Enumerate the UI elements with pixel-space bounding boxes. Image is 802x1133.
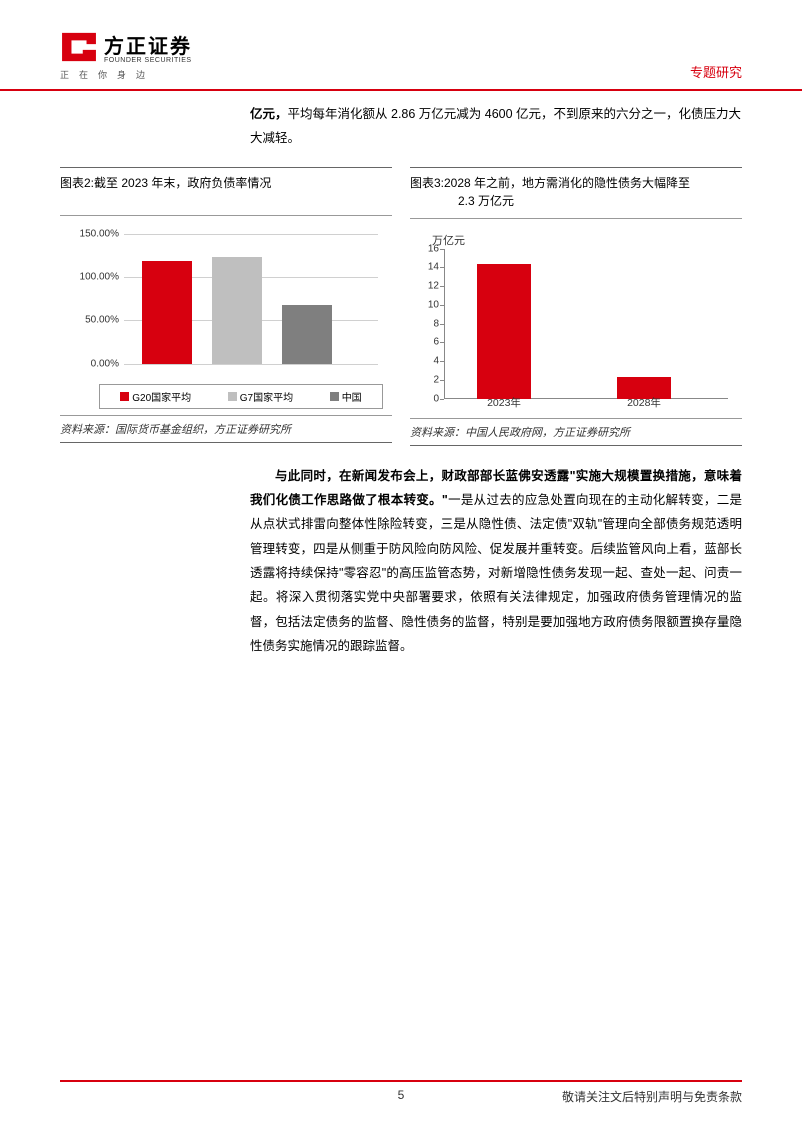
chart3-y-axis [444, 249, 445, 399]
chart3-ytick-label: 8 [414, 318, 439, 329]
doc-category: 专题研究 [690, 62, 742, 81]
body-paragraph: 与此同时，在新闻发布会上，财政部部长蓝佛安透露"实施大规模置换措施，意味着我们化… [0, 446, 802, 659]
intro-bold: 亿元， [250, 107, 288, 121]
chart2-column: 图表2:截至 2023 年末，政府负债率情况 G20国家平均 G7国家平均 中国 0… [60, 167, 392, 446]
chart3-ytick-label: 0 [414, 393, 439, 404]
chart2-bar [282, 305, 332, 363]
chart2-source: 资料来源：国际货币基金组织，方正证券研究所 [60, 415, 392, 443]
chart3-ytick-label: 2 [414, 374, 439, 385]
logo-text-group: 方正证券 FOUNDER SECURITIES [104, 30, 192, 64]
chart3-box: 万亿元 02468101214162023年2028年 [410, 218, 742, 418]
chart3-ytick-label: 10 [414, 299, 439, 310]
legend-swatch-icon [120, 392, 129, 401]
charts-row: 图表2:截至 2023 年末，政府负债率情况 G20国家平均 G7国家平均 中国 0… [0, 157, 802, 446]
chart2-gridline [124, 234, 378, 235]
chart3-column: 图表3:2028 年之前，地方需消化的隐性债务大幅降至 2.3 万亿元 万亿元 … [410, 167, 742, 446]
logo-row: 方正证券 FOUNDER SECURITIES [60, 30, 192, 64]
chart2-gridline [124, 364, 378, 365]
chart2-legend: G20国家平均 G7国家平均 中国 [99, 384, 383, 409]
chart3-xtick-label: 2023年 [487, 395, 521, 410]
chart3-ytick-mark [440, 399, 444, 400]
logo-text-cn: 方正证券 [104, 30, 192, 59]
chart2-plot-area: G20国家平均 G7国家平均 中国 0.00% 50.00% 100.00% 150.00… [64, 224, 388, 411]
chart2-ytick-label: 50.00% [64, 315, 119, 326]
chart2-title: 图表2:截至 2023 年末，政府负债率情况 [60, 167, 392, 215]
chart2-bars-region [124, 234, 378, 364]
legend-swatch-icon [330, 392, 339, 401]
logo-text-en: FOUNDER SECURITIES [104, 57, 192, 64]
chart2-ytick-label: 0.00% [64, 358, 119, 369]
chart2-ytick-label: 150.00% [64, 228, 119, 239]
legend-label: 中国 [342, 389, 362, 404]
legend-swatch-icon [228, 392, 237, 401]
intro-paragraph: 亿元，平均每年消化额从 2.86 万亿元减为 4600 亿元，不到原来的六分之一… [0, 91, 802, 157]
chart2-legend-item: 中国 [330, 389, 362, 404]
chart3-ytick-label: 6 [414, 337, 439, 348]
chart3-ytick-label: 16 [414, 243, 439, 254]
chart2-ytick-label: 100.00% [64, 271, 119, 282]
legend-label: G7国家平均 [240, 389, 293, 404]
legend-label: G20国家平均 [132, 389, 191, 404]
chart2-bar [212, 257, 262, 364]
chart3-xtick-label: 2028年 [627, 395, 661, 410]
intro-rest: 平均每年消化额从 2.86 万亿元减为 4600 亿元，不到原来的六分之一，化债… [250, 107, 741, 145]
chart3-source: 资料来源：中国人民政府网，方正证券研究所 [410, 418, 742, 446]
chart3-plot-area: 万亿元 02468101214162023年2028年 [414, 227, 738, 414]
chart3-ytick-label: 14 [414, 262, 439, 273]
chart3-title: 图表3:2028 年之前，地方需消化的隐性债务大幅降至 2.3 万亿元 [410, 167, 742, 218]
page-header: 方正证券 FOUNDER SECURITIES 正在你身边 专题研究 [0, 0, 802, 91]
chart2-legend-item: G7国家平均 [228, 389, 293, 404]
founder-logo-icon [60, 31, 98, 63]
chart3-bars-region [444, 249, 728, 399]
logo-tagline: 正在你身边 [60, 68, 192, 81]
chart2-legend-item: G20国家平均 [120, 389, 191, 404]
chart2-bar [142, 261, 192, 363]
chart3-title-line2: 2.3 万亿元 [410, 192, 742, 210]
chart3-title-line1: 图表3:2028 年之前，地方需消化的隐性债务大幅降至 [410, 176, 690, 190]
chart3-ytick-label: 4 [414, 356, 439, 367]
logo-block: 方正证券 FOUNDER SECURITIES 正在你身边 [60, 30, 192, 81]
chart3-ytick-label: 12 [414, 281, 439, 292]
page-number: 5 [376, 1088, 426, 1102]
footer-disclaimer: 敬请关注文后特别声明与免责条款 [562, 1088, 742, 1105]
chart3-bar [477, 264, 531, 398]
body-rest: 一是从过去的应急处置向现在的主动化解转变，二是从点状式排雷向整体性除险转变，三是… [250, 493, 742, 653]
chart2-box: G20国家平均 G7国家平均 中国 0.00% 50.00% 100.00% 150.00… [60, 215, 392, 415]
page-footer: 5 敬请关注文后特别声明与免责条款 [60, 1080, 742, 1105]
